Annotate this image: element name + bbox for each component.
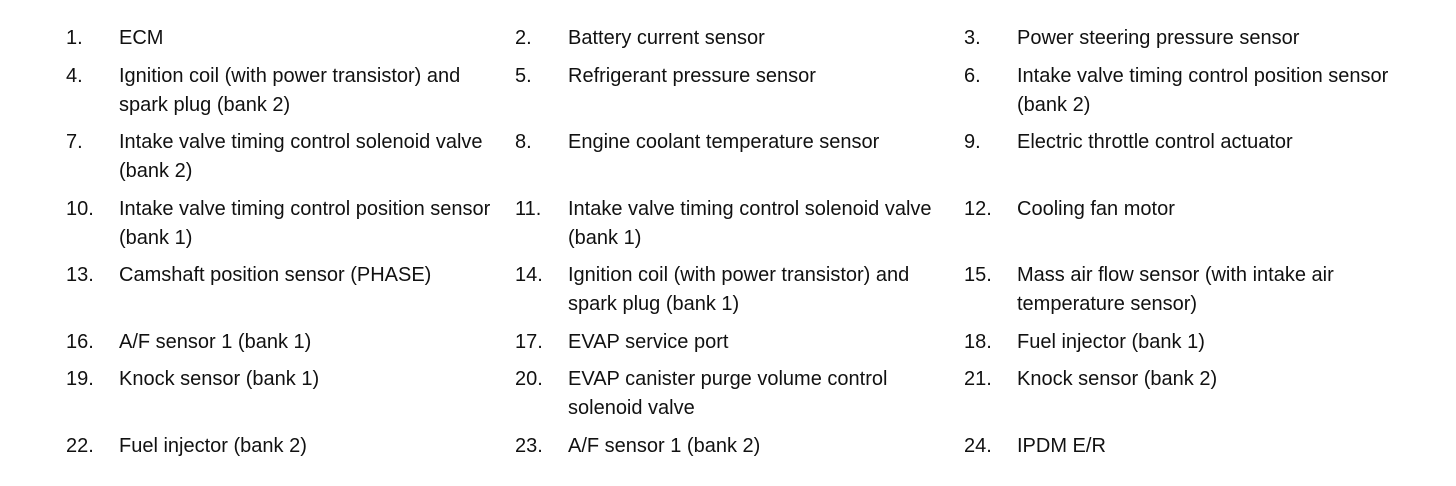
legend-item-number: 23. xyxy=(515,435,543,457)
legend-item-number: 10. xyxy=(66,198,94,220)
legend-item-label: Battery current sensor xyxy=(568,27,765,49)
legend-item-number: 14. xyxy=(515,264,543,286)
legend-item-label: IPDM E/R xyxy=(1017,435,1106,457)
legend-item-label: Mass air flow sensor (with intake air te… xyxy=(1017,264,1334,315)
legend-item-number: 19. xyxy=(66,368,94,390)
legend-item-number: 18. xyxy=(964,331,992,353)
legend-item-number: 12. xyxy=(964,198,992,220)
legend-item-label: Intake valve timing control solenoid val… xyxy=(568,198,932,249)
legend-item-number: 15. xyxy=(964,264,992,286)
legend-item-number: 6. xyxy=(964,65,981,87)
legend-item-number: 22. xyxy=(66,435,94,457)
legend-item-number: 7. xyxy=(66,131,83,153)
legend-item-label: Intake valve timing control solenoid val… xyxy=(119,131,483,182)
legend-item-label: Electric throttle control actuator xyxy=(1017,131,1293,153)
legend-item-number: 21. xyxy=(964,368,992,390)
legend-item-number: 17. xyxy=(515,331,543,353)
legend-item-number: 11. xyxy=(515,198,542,220)
legend-item-label: Refrigerant pressure sensor xyxy=(568,65,816,87)
legend-item-label: A/F sensor 1 (bank 2) xyxy=(568,435,761,457)
legend-item-label: Camshaft position sensor (PHASE) xyxy=(119,264,432,286)
legend-item-label: Engine coolant temperature sensor xyxy=(568,131,880,153)
legend-item-label: A/F sensor 1 (bank 1) xyxy=(119,331,312,353)
legend-item-number: 1. xyxy=(66,27,83,49)
legend-item-label: EVAP service port xyxy=(568,331,729,353)
legend-item-number: 13. xyxy=(66,264,94,286)
legend-item-number: 5. xyxy=(515,65,532,87)
legend-item-label: Cooling fan motor xyxy=(1017,198,1175,220)
legend-item-number: 8. xyxy=(515,131,532,153)
legend-item-label: Knock sensor (bank 1) xyxy=(119,368,320,390)
legend-item-number: 16. xyxy=(66,331,94,353)
legend-item-label: Intake valve timing control position sen… xyxy=(119,198,491,249)
legend-item-label: Ignition coil (with power transistor) an… xyxy=(568,264,910,315)
legend-item-label: Power steering pressure sensor xyxy=(1017,27,1300,49)
legend-item-label: Fuel injector (bank 1) xyxy=(1017,331,1205,353)
legend-item-number: 2. xyxy=(515,27,532,49)
legend-item-number: 4. xyxy=(66,65,83,87)
legend-item-number: 20. xyxy=(515,368,543,390)
legend-item-label: Fuel injector (bank 2) xyxy=(119,435,307,457)
legend-item-number: 9. xyxy=(964,131,981,153)
legend-item-label: Knock sensor (bank 2) xyxy=(1017,368,1218,390)
legend-item-label: Intake valve timing control position sen… xyxy=(1017,65,1389,116)
legend-item-label: EVAP canister purge volume control solen… xyxy=(568,368,888,419)
legend-item-label: Ignition coil (with power transistor) an… xyxy=(119,65,461,116)
legend-item-label: ECM xyxy=(119,27,164,49)
legend-item-number: 3. xyxy=(964,27,981,49)
legend-item-number: 24. xyxy=(964,435,992,457)
